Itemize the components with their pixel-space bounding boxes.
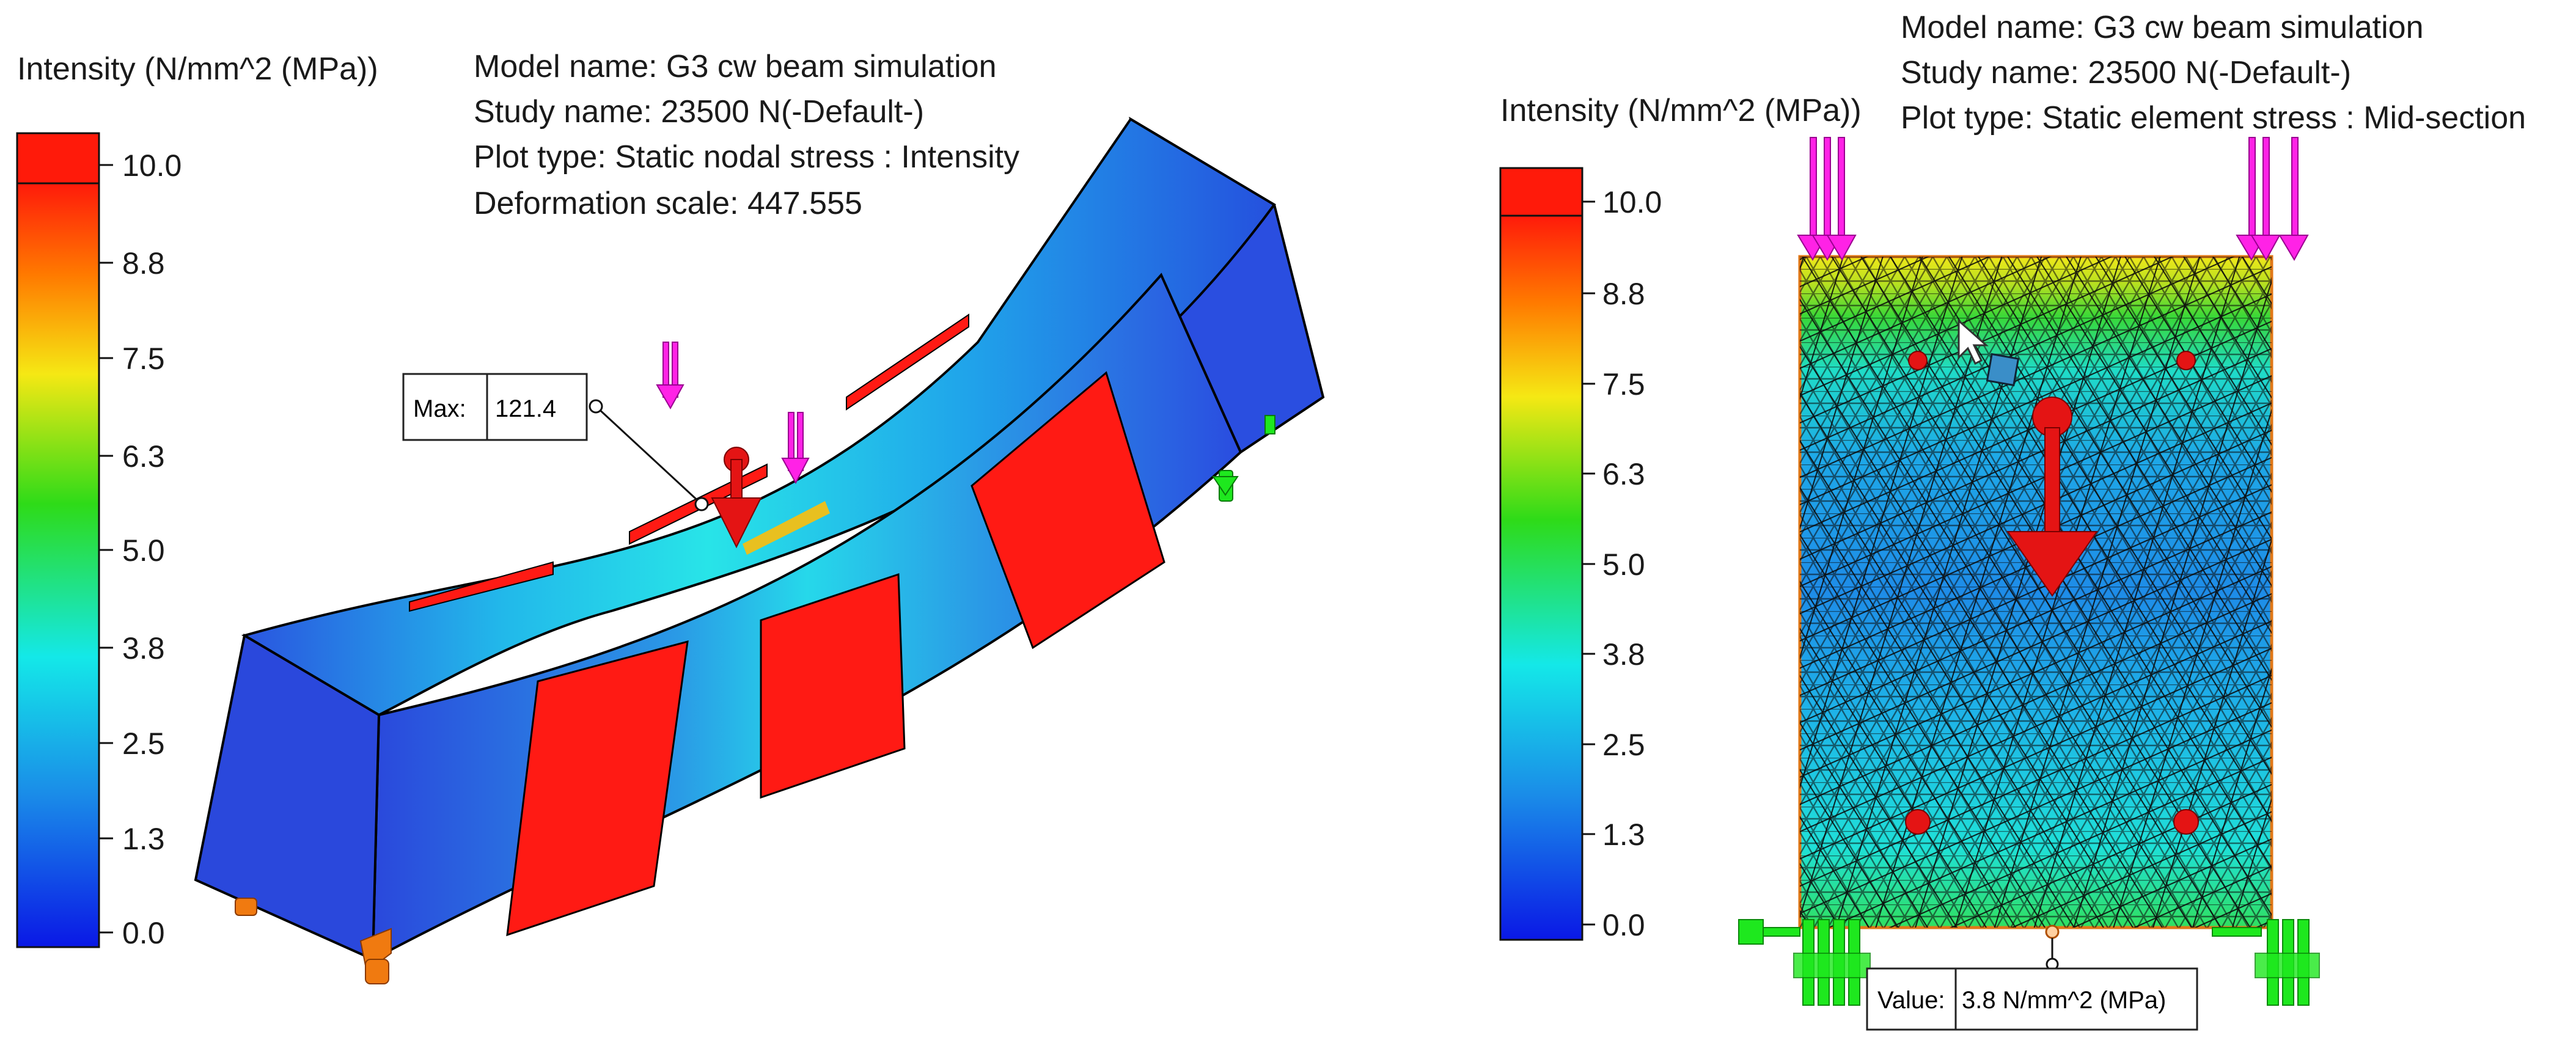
- left-tick-label: 2.5: [122, 727, 165, 761]
- left-tick-label: 6.3: [122, 439, 165, 474]
- right-scale-ticks: 10.0 8.8 7.5 6.3 5.0 3.8 2.5 1.3 0.0: [1582, 185, 1662, 942]
- load-arrow-icon: [1797, 137, 2309, 262]
- value-probe-value: 3.8 N/mm^2 (MPa): [1962, 987, 2166, 1014]
- max-probe-value: 121.4: [495, 395, 556, 422]
- right-header-info: Model name: G3 cw beam simulation Study …: [1901, 10, 2526, 136]
- fixture-icon: [1212, 415, 1275, 502]
- left-header-info: Model name: G3 cw beam simulation Study …: [474, 49, 1019, 221]
- left-legend-title: Intensity (N/mm^2 (MPa)): [17, 51, 378, 87]
- right-tick-label: 6.3: [1602, 457, 1645, 491]
- right-tick-label: 8.8: [1602, 277, 1645, 311]
- right-tick-label: 10.0: [1602, 185, 1662, 219]
- right-tick-label: 7.5: [1602, 367, 1645, 401]
- cursor-icon: [1958, 318, 2020, 387]
- right-color-scale: [1499, 167, 1583, 941]
- left-tick-label: 10.0: [122, 148, 182, 183]
- rebar-marker: [1905, 351, 2199, 835]
- right-study-name: Study name: 23500 N(-Default-): [1901, 55, 2351, 90]
- left-tick-label: 5.0: [122, 533, 165, 568]
- stress-band: [506, 371, 1165, 937]
- value-probe-label: Value:: [1877, 987, 1945, 1014]
- left-tick-label: 7.5: [122, 342, 165, 376]
- left-color-scale: [16, 132, 100, 948]
- right-model-name: Model name: G3 cw beam simulation: [1901, 10, 2424, 45]
- left-plot-type: Plot type: Static nodal stress : Intensi…: [474, 139, 1019, 175]
- left-study-name: Study name: 23500 N(-Default-): [474, 94, 924, 130]
- left-tick-label: 1.3: [122, 822, 165, 856]
- left-tick-label: 3.8: [122, 631, 165, 665]
- max-probe-label: Max:: [413, 395, 466, 422]
- fixture-icon: [235, 898, 392, 984]
- right-tick-label: 2.5: [1602, 728, 1645, 762]
- left-model-name: Model name: G3 cw beam simulation: [474, 49, 997, 84]
- deformed-beam: Max: 121.4: [194, 116, 1325, 984]
- right-tick-label: 5.0: [1602, 547, 1645, 582]
- left-tick-label: 8.8: [122, 246, 165, 280]
- right-legend-title: Intensity (N/mm^2 (MPa)): [1500, 93, 1862, 128]
- gravity-arrow-icon: [711, 447, 830, 555]
- right-tick-label: 3.8: [1602, 637, 1645, 672]
- left-scale-ticks: 10.0 8.8 7.5 6.3 5.0 3.8 2.5 1.3 0.0: [99, 148, 182, 950]
- right-panel: Intensity (N/mm^2 (MPa)) 10.0 8.8 7.5 6.…: [1499, 10, 2526, 1031]
- gravity-arrow-icon: [2006, 397, 2098, 597]
- left-panel: Intensity (N/mm^2 (MPa)) 10.0 8.8 7.5 6.…: [16, 49, 1325, 984]
- load-arrow-icon: [656, 342, 810, 485]
- value-probe: Value: 3.8 N/mm^2 (MPa): [1866, 925, 2198, 1031]
- right-plot-type: Plot type: Static element stress : Mid-s…: [1901, 100, 2526, 136]
- right-tick-label: 1.3: [1602, 818, 1645, 852]
- left-deformation-scale: Deformation scale: 447.555: [474, 186, 862, 221]
- max-probe: Max: 121.4: [402, 373, 709, 511]
- left-tick-label: 0.0: [122, 916, 165, 950]
- cross-section: [1798, 255, 2273, 929]
- right-tick-label: 0.0: [1602, 908, 1645, 942]
